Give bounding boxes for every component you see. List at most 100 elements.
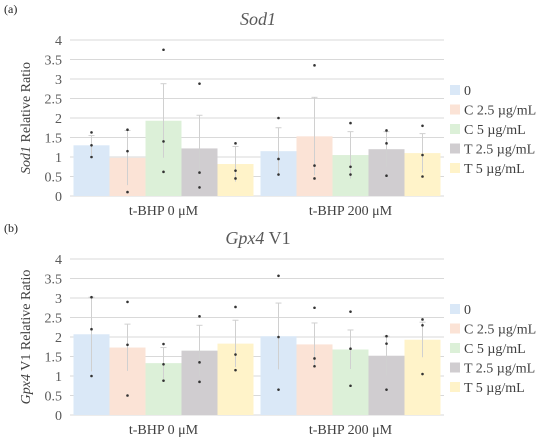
data-point xyxy=(90,374,93,378)
legend-swatch xyxy=(450,362,460,373)
legend-label: C 2.5 µg/mL xyxy=(464,104,536,119)
y-tick-label: 3.5 xyxy=(45,54,63,69)
data-point xyxy=(126,128,129,131)
data-point xyxy=(385,142,388,145)
y-tick-label: 2.5 xyxy=(45,312,63,327)
data-point xyxy=(162,342,165,346)
y-tick-label: 4 xyxy=(55,253,62,268)
data-point xyxy=(126,394,129,397)
category-label: t-BHP 200 μM xyxy=(309,204,393,219)
data-point xyxy=(349,173,352,176)
y-tick-label: 0.5 xyxy=(45,390,63,405)
y-tick-label: 2 xyxy=(55,331,62,346)
data-point xyxy=(162,48,165,52)
y-tick-label: 1.5 xyxy=(45,132,63,147)
data-point xyxy=(90,327,93,331)
y-tick-label: 4 xyxy=(55,34,62,49)
y-axis-label: Sod1 Relative Ratio xyxy=(19,62,34,174)
y-tick-label: 3.5 xyxy=(45,273,63,288)
legend-swatch xyxy=(450,343,460,353)
y-axis-label-rest: V1 Relative Ratio xyxy=(19,270,34,374)
data-point xyxy=(421,175,424,178)
y-tick-label: 3 xyxy=(55,73,62,88)
data-point xyxy=(198,361,201,364)
legend-label: T 2.5 µg/mL xyxy=(464,362,535,377)
legend-label: T 2.5 µg/mL xyxy=(464,143,535,158)
legend-label: 0 xyxy=(464,84,471,99)
data-point xyxy=(198,315,201,318)
data-point xyxy=(277,388,280,391)
legend-swatch xyxy=(450,104,460,115)
y-tick-label: 0.5 xyxy=(45,171,63,186)
chart-title-italic: Sod1 xyxy=(240,9,276,29)
data-point xyxy=(385,129,388,132)
data-point xyxy=(421,372,424,376)
data-point xyxy=(126,190,129,194)
data-point xyxy=(162,379,165,382)
legend-swatch xyxy=(450,143,460,154)
data-point xyxy=(313,364,316,368)
legend-label: T 5 µg/mL xyxy=(464,381,525,396)
data-point xyxy=(126,343,129,347)
legend-swatch xyxy=(450,323,460,334)
y-tick-label: 0 xyxy=(55,409,62,424)
legend-swatch xyxy=(450,124,460,134)
legend-label: 0 xyxy=(464,303,471,318)
data-point xyxy=(313,164,316,167)
data-point xyxy=(421,324,424,327)
data-point xyxy=(421,318,424,321)
y-tick-label: 1.5 xyxy=(45,351,63,366)
y-axis-label: Gpx4 V1 Relative Ratio xyxy=(19,270,34,405)
data-point xyxy=(313,64,316,67)
data-point xyxy=(349,384,352,388)
data-point xyxy=(126,149,129,153)
y-tick-label: 1 xyxy=(55,151,62,166)
y-axis-label-rest: Relative Ratio xyxy=(19,62,34,146)
data-point xyxy=(198,380,201,384)
data-point xyxy=(349,347,352,350)
data-point xyxy=(385,174,388,178)
y-tick-label: 2.5 xyxy=(45,93,63,108)
legend-label: C 5 µg/mL xyxy=(464,123,526,138)
data-point xyxy=(421,124,424,128)
panel-a: (a) Sod1 0 0.5 1 1.5 2 2.5 3 3.5 4 Sod1 Relative R… xyxy=(4,2,536,219)
y-tick-label: 1 xyxy=(55,370,62,385)
data-point xyxy=(90,144,93,147)
data-point xyxy=(313,177,316,180)
data-point xyxy=(198,82,201,85)
data-point xyxy=(198,186,201,189)
data-point xyxy=(421,153,424,157)
gpx4-v1-bar-chart: Gpx4 V1 0 0.5 1 1.5 2 2.5 3 3.5 4 Gpx4 V1 Relative… xyxy=(19,228,536,438)
legend-label: C 5 µg/mL xyxy=(464,342,526,357)
y-tick-label: 0 xyxy=(55,190,62,205)
legend-swatch xyxy=(450,382,460,392)
legend-swatch xyxy=(450,85,460,95)
data-point xyxy=(234,368,237,372)
data-point xyxy=(234,305,237,309)
panel-letter: (b) xyxy=(4,221,18,235)
data-point xyxy=(385,342,388,345)
data-point xyxy=(385,334,388,338)
category-label: t-BHP 0 μM xyxy=(129,423,199,438)
data-point xyxy=(90,295,93,299)
data-point xyxy=(162,140,165,143)
category-label: t-BHP 0 μM xyxy=(129,204,199,219)
data-point xyxy=(162,170,165,174)
chart-title-italic: Gpx4 xyxy=(225,228,264,248)
data-point xyxy=(90,155,93,159)
data-point xyxy=(349,121,352,125)
y-axis-label-italic: Sod1 xyxy=(19,146,34,174)
data-point xyxy=(90,131,93,134)
data-point xyxy=(234,169,237,172)
sod1-bar-chart: Sod1 0 0.5 1 1.5 2 2.5 3 3.5 4 Sod1 Relative Ratio… xyxy=(19,9,536,219)
data-point xyxy=(277,274,280,278)
data-point xyxy=(126,300,129,304)
data-point xyxy=(234,177,237,180)
data-point xyxy=(385,388,388,391)
data-point xyxy=(277,157,280,161)
category-label: t-BHP 200 μM xyxy=(309,423,393,438)
data-point xyxy=(349,165,352,169)
data-point xyxy=(162,363,165,366)
chart-title: Sod1 xyxy=(240,9,276,29)
legend-label: C 2.5 µg/mL xyxy=(464,323,536,338)
